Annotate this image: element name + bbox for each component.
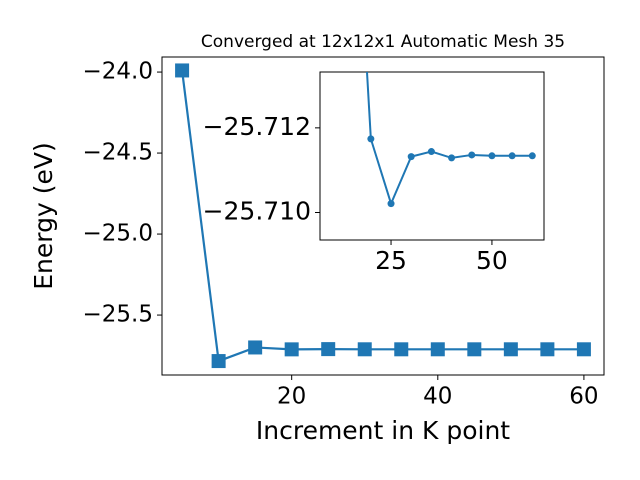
marker — [284, 342, 299, 357]
marker — [427, 148, 435, 156]
y-axis-label: Energy (eV) — [29, 142, 58, 289]
marker — [448, 154, 456, 162]
marker — [321, 342, 336, 357]
marker — [394, 342, 409, 357]
series-group — [175, 63, 591, 369]
marker — [503, 342, 518, 357]
marker — [540, 342, 555, 357]
marker — [387, 200, 395, 208]
marker — [367, 135, 375, 143]
marker — [407, 153, 415, 161]
marker — [508, 152, 516, 160]
x-tick-label: 20 — [277, 384, 306, 410]
marker — [211, 354, 226, 369]
y-tick-label: −25.710 — [203, 196, 311, 225]
y-tick-label: −25.5 — [83, 302, 153, 328]
x-tick-label: 60 — [569, 384, 598, 410]
x-tick-label: 40 — [423, 384, 452, 410]
line — [365, 72, 533, 207]
marker — [488, 152, 496, 160]
x-tick-label: 25 — [375, 246, 407, 275]
marker — [467, 342, 482, 357]
marker — [576, 342, 591, 357]
y-tick-label: −25.712 — [203, 112, 311, 141]
marker — [248, 340, 263, 355]
y-tick-label: −25.0 — [83, 221, 153, 247]
marker — [175, 63, 190, 78]
x-tick-label: 50 — [476, 246, 508, 275]
y-tick-label: −24.5 — [83, 140, 153, 166]
series-group — [365, 72, 536, 208]
marker — [528, 152, 536, 160]
marker — [430, 342, 445, 357]
marker — [468, 151, 476, 159]
marker — [357, 342, 372, 357]
y-tick-label: −24.0 — [83, 59, 153, 85]
chart-title: Converged at 12x12x1 Automatic Mesh 35 — [201, 32, 565, 52]
x-axis-label: Increment in K point — [256, 416, 510, 445]
